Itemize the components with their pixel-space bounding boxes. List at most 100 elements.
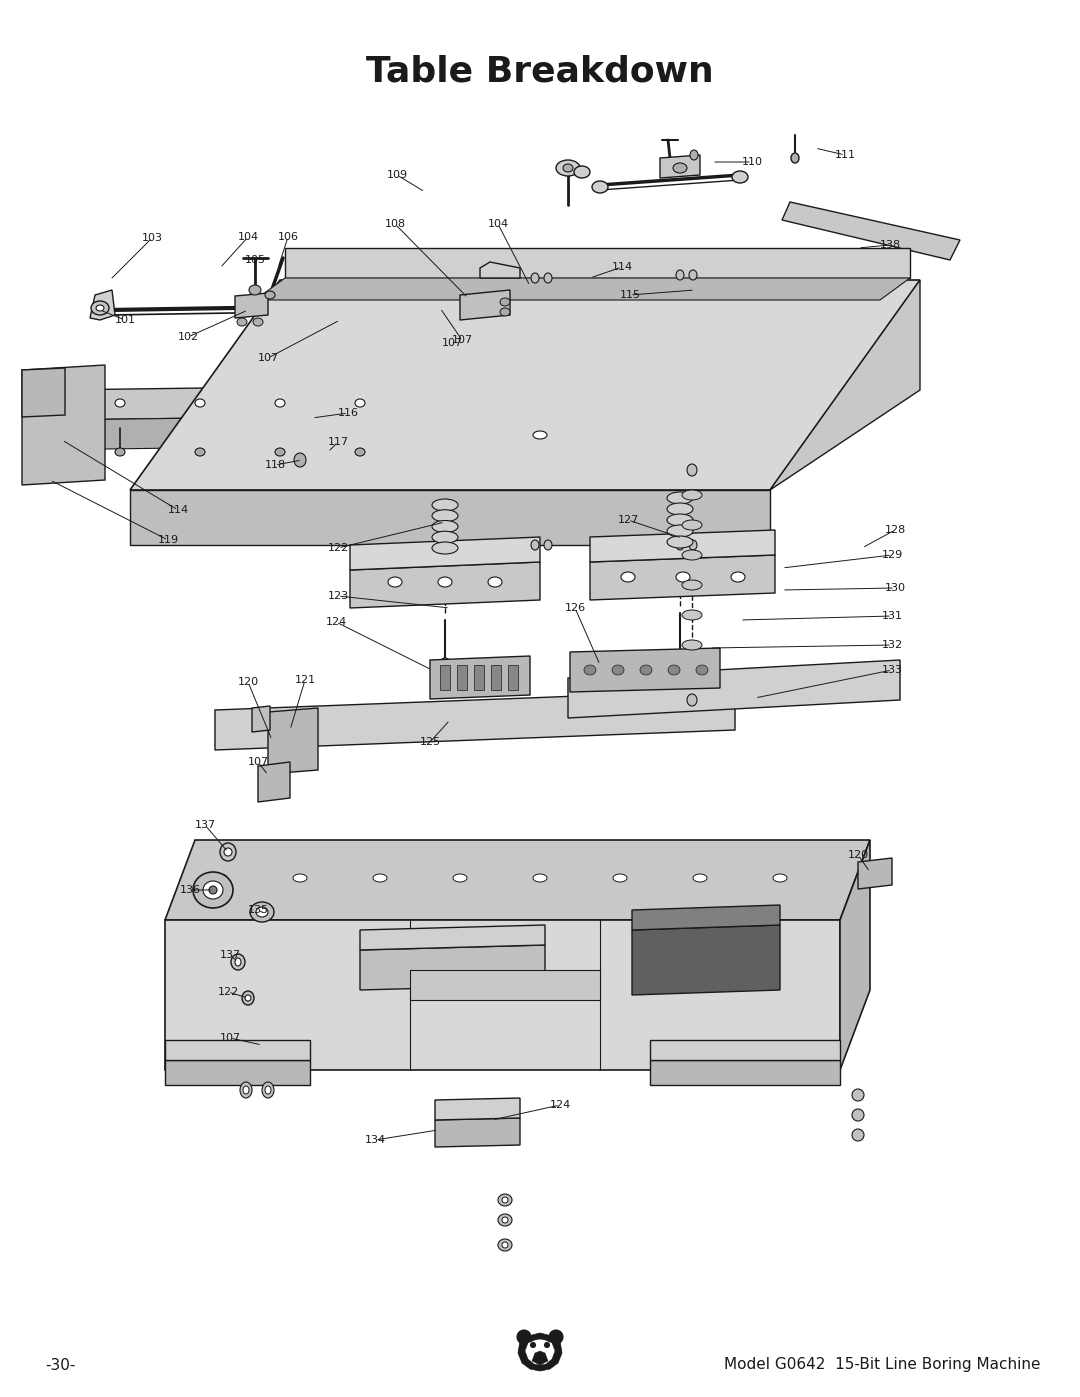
Text: 119: 119: [158, 535, 178, 545]
Text: 107: 107: [247, 757, 269, 767]
Ellipse shape: [195, 400, 205, 407]
Text: 114: 114: [167, 504, 189, 515]
Ellipse shape: [432, 521, 458, 532]
Polygon shape: [590, 529, 775, 562]
Ellipse shape: [432, 510, 458, 521]
Text: 102: 102: [177, 332, 199, 342]
Ellipse shape: [294, 453, 306, 467]
Ellipse shape: [693, 875, 707, 882]
Ellipse shape: [195, 448, 205, 455]
Ellipse shape: [584, 665, 596, 675]
Ellipse shape: [687, 694, 697, 705]
Ellipse shape: [253, 319, 264, 326]
Ellipse shape: [262, 1083, 274, 1098]
Ellipse shape: [96, 305, 104, 312]
Text: 106: 106: [278, 232, 298, 242]
Ellipse shape: [674, 652, 686, 666]
Polygon shape: [360, 944, 545, 990]
Ellipse shape: [673, 163, 687, 173]
Ellipse shape: [498, 1239, 512, 1250]
Polygon shape: [30, 415, 430, 450]
Ellipse shape: [689, 541, 697, 550]
Polygon shape: [858, 858, 892, 888]
Ellipse shape: [500, 307, 510, 316]
Text: 122: 122: [327, 543, 349, 553]
Ellipse shape: [690, 149, 698, 161]
Text: 133: 133: [881, 665, 903, 675]
Polygon shape: [570, 648, 720, 692]
Ellipse shape: [231, 954, 245, 970]
Ellipse shape: [438, 658, 451, 672]
Ellipse shape: [681, 610, 702, 620]
Polygon shape: [525, 1338, 555, 1365]
Ellipse shape: [453, 875, 467, 882]
Ellipse shape: [502, 1197, 508, 1203]
Text: 114: 114: [611, 263, 633, 272]
Ellipse shape: [773, 875, 787, 882]
Polygon shape: [491, 665, 501, 690]
Ellipse shape: [731, 571, 745, 583]
Ellipse shape: [556, 161, 580, 176]
Ellipse shape: [667, 536, 693, 548]
Ellipse shape: [488, 577, 502, 587]
Ellipse shape: [563, 163, 573, 172]
Polygon shape: [55, 386, 430, 420]
Ellipse shape: [732, 170, 748, 183]
Text: 109: 109: [387, 170, 407, 180]
Polygon shape: [650, 1039, 840, 1060]
Ellipse shape: [498, 1214, 512, 1227]
Ellipse shape: [687, 464, 697, 476]
Text: 132: 132: [881, 640, 903, 650]
Ellipse shape: [249, 902, 274, 922]
Ellipse shape: [388, 577, 402, 587]
Ellipse shape: [355, 448, 365, 455]
Polygon shape: [474, 665, 484, 690]
Polygon shape: [258, 761, 291, 802]
Text: 130: 130: [885, 583, 905, 592]
Polygon shape: [568, 659, 900, 718]
Polygon shape: [130, 490, 770, 545]
Text: 111: 111: [835, 149, 855, 161]
Ellipse shape: [373, 875, 387, 882]
Text: 108: 108: [384, 219, 406, 229]
Text: 107: 107: [257, 353, 279, 363]
Text: 131: 131: [881, 610, 903, 622]
Text: 125: 125: [419, 738, 441, 747]
Polygon shape: [410, 970, 600, 1000]
Ellipse shape: [91, 300, 109, 314]
Ellipse shape: [696, 665, 708, 675]
Ellipse shape: [681, 490, 702, 500]
Ellipse shape: [681, 640, 702, 650]
Polygon shape: [840, 840, 870, 1070]
Circle shape: [544, 1343, 550, 1348]
Ellipse shape: [438, 577, 453, 587]
Polygon shape: [650, 1060, 840, 1085]
Ellipse shape: [621, 571, 635, 583]
Text: 116: 116: [337, 408, 359, 418]
Ellipse shape: [612, 665, 624, 675]
Text: 121: 121: [295, 675, 315, 685]
Ellipse shape: [242, 990, 254, 1004]
Ellipse shape: [235, 958, 241, 965]
Text: 126: 126: [565, 604, 585, 613]
Text: -30-: -30-: [45, 1358, 76, 1372]
Text: 124: 124: [325, 617, 347, 627]
Ellipse shape: [210, 886, 217, 894]
Text: 129: 129: [881, 550, 903, 560]
Polygon shape: [268, 708, 318, 774]
Polygon shape: [235, 293, 268, 319]
Ellipse shape: [534, 875, 546, 882]
Polygon shape: [252, 705, 270, 732]
Ellipse shape: [534, 432, 546, 439]
Polygon shape: [255, 278, 910, 300]
Ellipse shape: [681, 520, 702, 529]
Polygon shape: [632, 905, 780, 930]
Ellipse shape: [676, 541, 684, 550]
Text: 138: 138: [879, 240, 901, 250]
Text: 117: 117: [327, 437, 349, 447]
Text: 122: 122: [217, 988, 239, 997]
Text: 127: 127: [618, 515, 638, 525]
Polygon shape: [782, 203, 960, 260]
Text: 137: 137: [219, 950, 241, 960]
Polygon shape: [350, 562, 540, 608]
